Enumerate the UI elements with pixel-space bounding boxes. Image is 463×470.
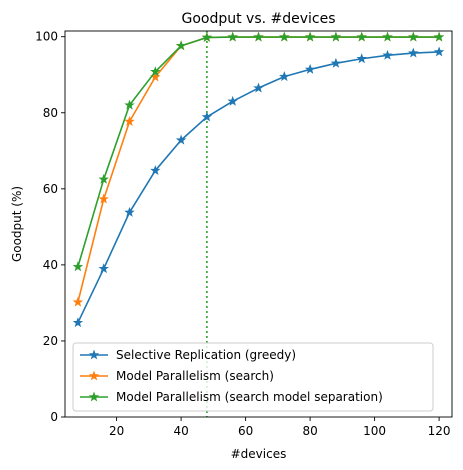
x-axis-label: #devices xyxy=(231,447,287,461)
y-tick-label: 100 xyxy=(35,30,58,44)
series-2-point xyxy=(98,193,109,204)
legend-label: Model Parallelism (search) xyxy=(116,369,274,383)
legend-swatch-marker xyxy=(88,391,100,402)
series-3-point xyxy=(253,31,264,42)
series-3-point xyxy=(72,261,84,272)
series-1-point xyxy=(98,263,109,274)
y-axis-label: Goodput (%) xyxy=(10,186,24,262)
legend-label: Model Parallelism (search model separati… xyxy=(116,390,383,404)
series-3-point xyxy=(227,31,238,42)
y-tick-label: 60 xyxy=(43,182,58,196)
x-tick-label: 120 xyxy=(428,424,451,438)
legend: Selective Replication (greedy) Model Para… xyxy=(72,342,434,412)
series-3-point xyxy=(279,31,290,42)
legend-item: Model Parallelism (search model separati… xyxy=(80,390,383,404)
series-3-point xyxy=(356,31,367,42)
x-tick-label: 20 xyxy=(109,424,124,438)
series-3-point xyxy=(150,66,161,77)
series-1-point xyxy=(253,82,264,93)
series-1-point xyxy=(124,206,135,217)
series-3 xyxy=(72,31,445,272)
y-tick-label: 80 xyxy=(43,106,58,120)
x-tick-label: 100 xyxy=(363,424,386,438)
series-1-point xyxy=(408,47,419,58)
legend-box xyxy=(72,342,434,412)
y-tick-label: 40 xyxy=(43,258,58,272)
series-1-point xyxy=(382,49,393,60)
series-2-point xyxy=(72,296,84,307)
series-1-point xyxy=(72,317,84,328)
legend-swatch-marker xyxy=(88,349,100,360)
series-1-point xyxy=(330,57,342,68)
series-layer xyxy=(72,31,445,328)
series-1-point xyxy=(175,134,187,145)
chart-title: Goodput vs. #devices xyxy=(181,11,335,27)
x-tick-label: 60 xyxy=(238,424,253,438)
series-1 xyxy=(72,46,445,328)
series-3-point xyxy=(433,31,445,42)
series-2-point xyxy=(124,116,135,126)
y-tick-label: 20 xyxy=(43,334,58,348)
series-1-point xyxy=(304,63,316,74)
legend-item: Model Parallelism (search) xyxy=(80,369,274,383)
series-3-point xyxy=(201,31,213,42)
series-3-point xyxy=(98,173,109,184)
series-1-point xyxy=(201,111,213,122)
legend-swatch-marker xyxy=(88,370,100,381)
legend-item: Selective Replication (greedy) xyxy=(80,348,296,362)
series-1-point xyxy=(356,53,367,64)
series-3-point xyxy=(124,99,135,110)
series-3-point xyxy=(330,31,342,42)
series-3-point xyxy=(408,31,419,42)
x-tick-label: 80 xyxy=(302,424,317,438)
series-1-point xyxy=(227,95,238,106)
y-tick-label: 0 xyxy=(50,410,58,424)
plot-frame xyxy=(64,30,453,418)
series-1-point xyxy=(150,165,161,175)
series-1-point xyxy=(279,71,290,82)
series-3-point xyxy=(382,31,393,42)
series-3-point xyxy=(175,40,187,51)
legend-label: Selective Replication (greedy) xyxy=(116,348,296,362)
axes-layer: 20 40 60 80 100 120 0 20 40 60 80 100 xyxy=(35,30,453,438)
series-3-point xyxy=(304,31,316,42)
series-1-point xyxy=(433,46,445,57)
x-tick-label: 40 xyxy=(173,424,188,438)
